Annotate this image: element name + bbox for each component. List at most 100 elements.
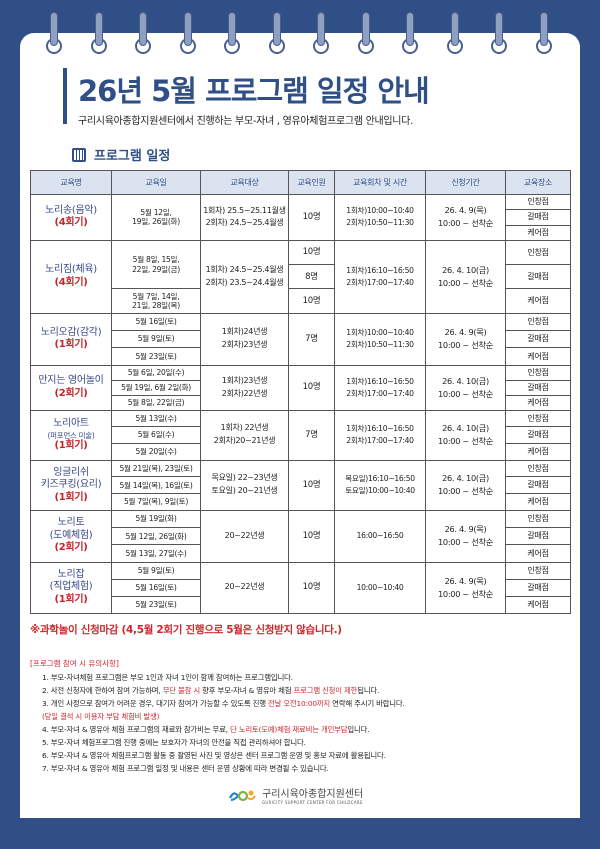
- note-text: 무단 불참 시: [162, 686, 200, 695]
- program-dates: 5월 8일, 15일, 22일, 29일(금): [111, 239, 201, 290]
- program-location: 인창점: [505, 459, 571, 478]
- program-name: 노리잡 (직업체험): [49, 568, 93, 593]
- program-location: 갈매점: [505, 476, 571, 495]
- program-target: 1회차)23년생 2회차)22년생: [200, 364, 289, 411]
- section-heading: 프로그램 일정: [72, 145, 170, 164]
- logo-name: 구리시육아종합지원센터: [262, 789, 364, 800]
- program-location: 갈매점: [505, 578, 571, 597]
- program-time: 1회차)10:00~10:40 2회차)10:50~11:30: [334, 312, 426, 366]
- table-row: 노리짐(체육) (4회기) 5월 8일, 15일, 22일, 29일(금) 1회차) 2…: [30, 239, 571, 314]
- program-location: 인창점: [505, 364, 571, 381]
- program-session: (4회기): [54, 276, 88, 288]
- note-item: 6. 부모-자녀 & 영유아 체험프로그램 활동 중 촬영된 사진 및 영상은 …: [42, 749, 405, 762]
- program-target: 20~22년생: [200, 561, 289, 614]
- program-apply-period: 26. 4. 9(목) 10:00 ~ 선착순: [425, 561, 506, 614]
- binding-ring: [402, 12, 418, 56]
- table-row: 8명 갈매점: [31, 264, 571, 290]
- program-dates: 5월 7일, 14일, 21일, 28일(목): [111, 288, 201, 314]
- program-session: (2회기): [54, 387, 88, 399]
- program-apply-period: 26. 4. 10(금) 10:00 ~ 선착순: [425, 409, 506, 461]
- program-dates: 5월 16일(토): [111, 578, 201, 597]
- binding-ring: [90, 12, 107, 56]
- center-logo: 구리시육아종합지원센터 GURICITY SUPPORT CENTER FOR …: [228, 785, 363, 805]
- program-time: 16:00~16:50: [334, 509, 426, 563]
- program-dates: 5월 13일(수): [111, 409, 201, 428]
- program-location: 케어점: [505, 224, 571, 241]
- table-row: 5월 7일, 14일, 21일, 28일(목) 10명 케어점: [31, 288, 571, 314]
- column-header: 신청기간: [425, 170, 506, 195]
- table-row: 5월 20일(수) 케어점: [31, 443, 571, 461]
- table-row: 잉글리쉬 키즈쿠킹(요리) (1회기) 5월 21일(목), 23일(토) 목요일) 2…: [30, 459, 571, 511]
- table-row: 만지는 영어놀이 (2회기) 5월 6일, 20일(수) 1회차)23년생 2회차)22…: [30, 364, 571, 411]
- note-item: 2. 사전 신청자에 한하여 참여 가능하며, 무단 불참 시 향후 부모-자녀…: [42, 684, 405, 697]
- note-item: 7. 부모-자녀 & 영유아 체험 프로그램 일정 및 내용은 센터 운영 상황…: [42, 762, 405, 775]
- table-row: 케어점: [31, 224, 571, 241]
- column-header: 교육일: [111, 170, 201, 195]
- binding-ring: [46, 12, 62, 56]
- program-dates: 5월 16일(토): [111, 312, 201, 332]
- table-row: 5월 9일(토) 갈매점: [31, 330, 571, 349]
- note-item: 3. 개인 사정으로 참여가 어려운 경우, 대기자 참여가 가능할 수 있도록…: [42, 697, 405, 710]
- program-dates: 5월 12일, 26일(화): [111, 527, 201, 546]
- program-time: 1회차)16:10~16:50 2회차)17:00~17:40: [334, 409, 426, 461]
- note-text: 전날 오전10:00까지: [267, 699, 331, 708]
- program-name: 노리송(음악): [45, 204, 97, 216]
- program-time: 10:00~10:40: [334, 561, 426, 614]
- program-target: 목요일) 22~23년생 토요일) 20~21년생: [200, 459, 289, 511]
- note-text: 향후 부모-자녀 & 영유아 체험: [200, 686, 294, 695]
- note-text: 2. 사전 신청자에 한하여 참여 가능하며,: [42, 686, 163, 695]
- calendar-icon: [72, 147, 86, 162]
- table-row: 노리오감(감각) (1회기) 5월 16일(토) 1회차)24년생 2회차)23년생 7명…: [30, 312, 571, 366]
- program-location: 갈매점: [505, 209, 571, 226]
- program-location: 케어점: [505, 394, 571, 411]
- program-location: 인창점: [505, 239, 571, 266]
- program-dates: 5월 19일(화): [111, 509, 201, 529]
- program-name: 노리토 (도예체험): [49, 517, 93, 541]
- note-text: 프로그램 신청이 제한: [293, 686, 358, 695]
- program-location: 인창점: [505, 312, 571, 332]
- note-text: 입니다.: [347, 725, 370, 734]
- note-text: 5. 부모-자녀 체험프로그램 진행 중에는 보호자가 자녀의 안전을 직접 관…: [42, 738, 306, 747]
- note-text: 1. 부모-자녀체험 프로그램은 부모 1인과 자녀 1인이 함께 참여하는 프…: [42, 673, 293, 682]
- program-location: 케어점: [505, 443, 571, 461]
- program-name: 노리아트: [53, 418, 89, 430]
- program-target: 20~22년생: [200, 509, 289, 563]
- program-capacity: 10명: [288, 561, 335, 614]
- table-row: 5월 8일, 22일(금) 케어점: [31, 394, 571, 411]
- program-target: 1회차) 24.5~25.4월생 2회차) 23.5~24.4월생: [200, 239, 289, 314]
- program-dates: 5월 12일, 19일, 26일(화): [111, 194, 201, 241]
- program-dates: 5월 7일(목), 9일(토): [111, 493, 201, 511]
- program-apply-period: 26. 4. 9(목) 10:00 ~ 선착순: [425, 509, 506, 563]
- note-text: 됩니다.: [357, 686, 380, 695]
- page-subtitle: 구리시육아종합지원센터에서 진행하는 부모-자녀 , 영유아체험프로그램 안내입…: [78, 116, 413, 127]
- program-location: 인창점: [505, 509, 571, 529]
- section-title: 프로그램 일정: [94, 149, 171, 164]
- program-time: 1회차)16:10~16:50 2회차)17:00~17:40: [334, 364, 426, 411]
- table-row: 노리아트 (퍼포먼스 미술) (1회기) 5월 13일(수) 1회차) 22년생 2회차)…: [30, 409, 571, 461]
- logo-mark-icon: [229, 790, 256, 802]
- program-session: (4회기): [54, 217, 88, 229]
- program-capacity: 10명: [288, 459, 335, 511]
- program-time: 목요일)16:10~16:50 토요일)10:00~10:40: [334, 459, 426, 511]
- program-time: 1회차)10:00~10:40 2회차)10:50~11:30: [334, 194, 426, 241]
- binding-ring: [357, 12, 374, 56]
- program-capacity: 10명: [288, 288, 335, 314]
- program-name-cell: 노리송(음악) (4회기): [30, 194, 112, 241]
- program-dates: 5월 8일, 22일(금): [111, 394, 201, 411]
- table-row: 노리잡 (직업체험) (1회기) 5월 9일(토) 20~22년생 10명 10:00~10…: [30, 561, 571, 614]
- program-dates: 5월 9일(토): [111, 330, 201, 349]
- program-dates: 5월 21일(목), 23일(토): [111, 459, 201, 478]
- binding-ring: [224, 12, 240, 56]
- note-item: 1. 부모-자녀체험 프로그램은 부모 1인과 자녀 1인이 함께 참여하는 프…: [42, 671, 405, 684]
- program-target: 1회차) 22년생 2회차)20~21년생: [200, 409, 289, 461]
- program-name-cell: 잉글리쉬 키즈쿠킹(요리) (1회기): [30, 459, 112, 511]
- program-location: 갈매점: [505, 426, 571, 445]
- note-text: 7. 부모-자녀 & 영유아 체험 프로그램 일정 및 내용은 센터 운영 상황…: [42, 764, 329, 773]
- program-name-cell: 노리아트 (퍼포먼스 미술) (1회기): [30, 409, 112, 461]
- program-dates: 5월 9일(토): [111, 561, 201, 580]
- program-dates: 5월 6일(수): [111, 426, 201, 445]
- program-apply-period: 26. 4. 10(금) 10:00 ~ 선착순: [425, 364, 506, 411]
- binding-ring: [446, 12, 463, 56]
- program-dates: 5월 23일(토): [111, 595, 201, 614]
- note-text: 4. 부모-자녀 & 영유아 체험 프로그램의 재료와 참가비는 무료,: [42, 725, 230, 734]
